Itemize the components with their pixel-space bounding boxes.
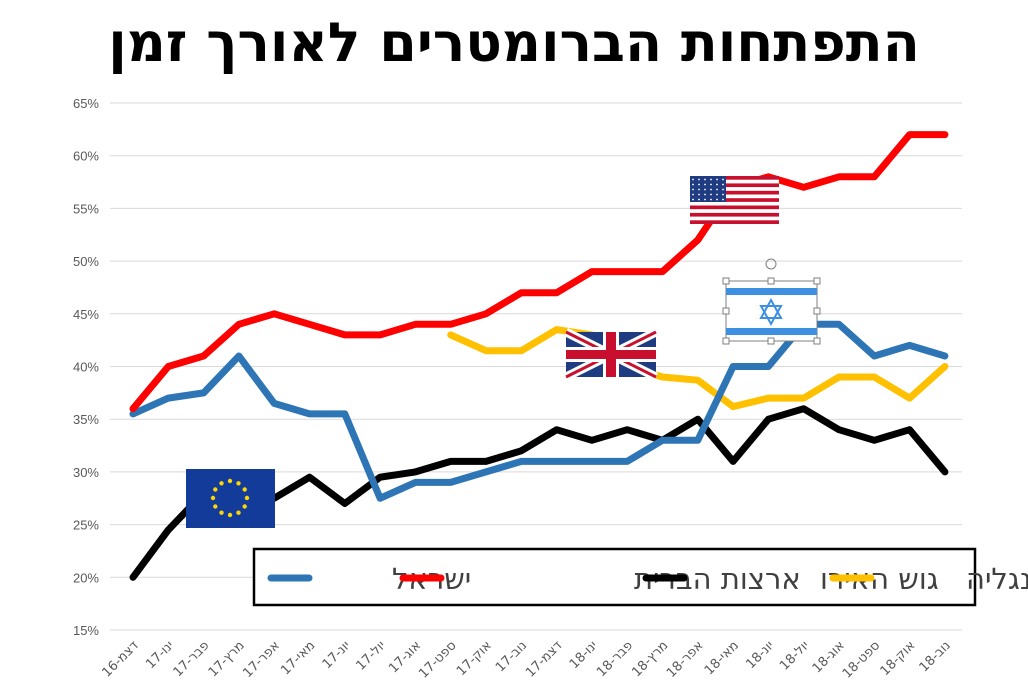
us-star bbox=[710, 198, 712, 201]
y-tick-label: 35% bbox=[73, 412, 99, 427]
us-star bbox=[704, 183, 706, 186]
x-tick-label: מאי-17 bbox=[278, 638, 318, 678]
us-stripe bbox=[690, 198, 779, 202]
us-star bbox=[692, 183, 694, 186]
us-star bbox=[716, 183, 718, 186]
x-tick-label: יול-17 bbox=[354, 638, 389, 673]
us-stripe bbox=[690, 220, 779, 224]
us-star bbox=[710, 193, 712, 196]
us-stripe bbox=[690, 190, 779, 195]
x-tick-label: דצמ-17 bbox=[523, 638, 565, 680]
us-star bbox=[722, 198, 724, 201]
eu-star bbox=[219, 481, 224, 486]
us-star bbox=[698, 183, 700, 186]
us-flag-icon bbox=[690, 176, 779, 224]
legend-label: אנגליה bbox=[966, 562, 1028, 596]
y-tick-label: 45% bbox=[73, 307, 99, 322]
y-tick-label: 55% bbox=[73, 201, 99, 216]
x-tick-label: פבר-17 bbox=[171, 638, 213, 680]
us-star bbox=[722, 183, 724, 186]
us-star bbox=[698, 198, 700, 201]
selection-handles[interactable] bbox=[722, 277, 821, 345]
series-line-3 bbox=[447, 326, 949, 411]
eu-star bbox=[227, 512, 233, 518]
us-star bbox=[692, 193, 694, 196]
y-axis-ticks: 15% 20% 25% 30% 35% 40% 45% 50% 55% 60% 65% bbox=[73, 96, 99, 638]
series-line-1 bbox=[129, 131, 949, 413]
chart-title: התפתחות הברומטרים לאורך זמן bbox=[108, 11, 920, 74]
us-star bbox=[722, 178, 724, 181]
eu-star bbox=[219, 510, 224, 515]
y-tick-label: 30% bbox=[73, 465, 99, 480]
eu-star bbox=[213, 487, 218, 492]
x-tick-label: ספט-17 bbox=[416, 638, 459, 681]
israel-flag-icon[interactable] bbox=[722, 258, 821, 345]
us-star bbox=[710, 178, 712, 181]
us-star bbox=[710, 183, 712, 186]
us-stripe bbox=[690, 176, 779, 180]
x-tick-label: פבר-18 bbox=[594, 638, 636, 680]
rotate-handle-icon[interactable] bbox=[765, 258, 777, 270]
us-star bbox=[704, 188, 706, 191]
x-tick-label: אפר-18 bbox=[664, 638, 707, 681]
x-tick-label: מרץ-17 bbox=[206, 638, 248, 680]
us-star bbox=[710, 188, 712, 191]
us-star bbox=[716, 198, 718, 201]
x-tick-label: אוק-18 bbox=[878, 638, 919, 679]
us-star bbox=[722, 188, 724, 191]
eu-star bbox=[236, 510, 241, 515]
x-tick-label: מאי-18 bbox=[702, 638, 742, 678]
us-stripe bbox=[690, 183, 779, 188]
us-star bbox=[698, 193, 700, 196]
y-tick-label: 40% bbox=[73, 360, 99, 375]
us-star bbox=[698, 188, 700, 191]
us-star bbox=[692, 178, 694, 181]
us-star bbox=[716, 178, 718, 181]
us-star bbox=[692, 198, 694, 201]
eu-flag-icon bbox=[186, 469, 275, 528]
us-star bbox=[698, 178, 700, 181]
x-tick-label: יול-18 bbox=[777, 638, 812, 673]
eu-star bbox=[213, 504, 218, 509]
y-tick-label: 50% bbox=[73, 254, 99, 269]
eu-star bbox=[242, 504, 247, 509]
x-tick-label: אפר-17 bbox=[240, 638, 283, 681]
y-tick-label: 25% bbox=[73, 518, 99, 533]
y-tick-label: 60% bbox=[73, 149, 99, 164]
eu-star bbox=[227, 478, 233, 484]
us-star bbox=[716, 188, 718, 191]
us-star bbox=[704, 198, 706, 201]
x-tick-label: מרץ-18 bbox=[629, 638, 671, 680]
x-tick-label: דצמ-16 bbox=[99, 638, 141, 680]
x-tick-label: יונ-17 bbox=[320, 638, 354, 672]
y-tick-label: 15% bbox=[73, 623, 99, 638]
us-star bbox=[722, 193, 724, 196]
us-stripe bbox=[690, 205, 779, 210]
y-tick-label: 65% bbox=[73, 96, 99, 111]
us-star bbox=[704, 178, 706, 181]
y-tick-label: 20% bbox=[73, 570, 99, 585]
x-tick-label: אוק-17 bbox=[454, 638, 495, 679]
us-star bbox=[692, 188, 694, 191]
x-tick-label: ספט-18 bbox=[840, 638, 883, 681]
uk-flag-icon bbox=[563, 327, 659, 382]
us-star bbox=[704, 193, 706, 196]
x-tick-label: נוב-18 bbox=[917, 638, 954, 675]
eu-star bbox=[242, 487, 247, 492]
eu-star bbox=[210, 495, 216, 501]
eu-star bbox=[236, 481, 241, 486]
eu-star bbox=[244, 495, 250, 501]
us-star bbox=[716, 193, 718, 196]
us-stripe bbox=[690, 212, 779, 217]
x-tick-label: יונ-18 bbox=[743, 638, 777, 672]
